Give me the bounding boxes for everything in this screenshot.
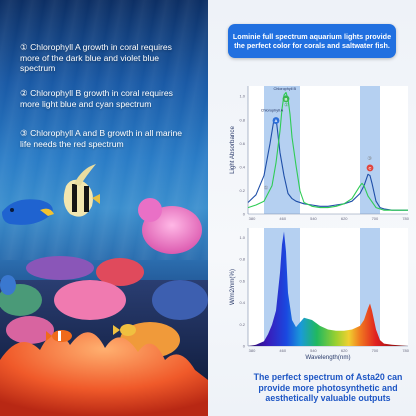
x-tick-label: 380: [249, 348, 256, 353]
bottom-text: The perfect spectrum of Asta20 can provi…: [253, 372, 403, 403]
pink-coral: [54, 280, 126, 320]
spectrum-area: [248, 231, 408, 346]
y-tick-label: 0.4: [239, 300, 245, 305]
y-axis-label: Light Absorbance: [229, 126, 236, 174]
x-tick-label: 540: [310, 348, 317, 353]
pink-coral: [138, 198, 162, 222]
y-tick-label: 0.6: [239, 278, 245, 283]
x-tick-label: 700: [372, 216, 379, 221]
x-tick-label: 780: [402, 348, 409, 353]
marker-a-text: A: [275, 118, 278, 123]
highlight-band: [360, 86, 380, 214]
annotation-label-chlorophyll-b: Chlorophyll B: [274, 87, 297, 91]
x-tick-label: 460: [279, 348, 286, 353]
x-tick-label: 620: [341, 216, 348, 221]
y-tick-label: 0: [243, 344, 246, 349]
marker-a: [272, 117, 280, 124]
marker-b: [282, 95, 290, 103]
y-tick-label: 0.8: [239, 257, 245, 262]
y-tick-label: 0.2: [239, 188, 245, 193]
y-tick-label: 1.0: [239, 235, 245, 240]
marker-c: [366, 164, 374, 172]
annotation-label-chlorophyll-a: Chlorophyll A: [261, 109, 284, 113]
caption-chlorophyll-a: ① Chlorophyll A growth in coral requires…: [20, 42, 172, 73]
x-tick-label: 700: [372, 348, 379, 353]
marker-b-text: B: [285, 96, 288, 101]
blue-coral: [152, 280, 208, 320]
red-coral: [96, 258, 144, 286]
spectrum-charts: 380 460 540 620 700 780 0 0.2 0.4 0.6 0.8 1.0 Light …: [229, 86, 410, 361]
x-tick-label: 540: [310, 216, 317, 221]
marker-c-number: ③: [367, 156, 372, 162]
pink-coral: [6, 316, 54, 344]
y-tick-label: 0: [243, 212, 246, 217]
purple-coral: [26, 256, 94, 280]
x-tick-label: 460: [279, 216, 286, 221]
series-line-chlorophyll-b: [247, 91, 408, 211]
spectrum-panel: Lominie full spectrum aquarium lights pr…: [208, 0, 416, 416]
caption-red-spectrum: ③ Chlorophyll A and B growth in all mari…: [20, 128, 182, 149]
y-tick-label: 0.6: [239, 141, 245, 146]
blue-tang-fish: [2, 199, 54, 225]
y-tick-label: 0.4: [239, 164, 245, 169]
highlight-band: [360, 228, 380, 346]
marker-1-number: ①: [264, 186, 269, 192]
orange-anemone: [0, 332, 208, 416]
marker-c-text: C: [369, 165, 372, 170]
blue-fish: [0, 275, 16, 295]
moorish-idol-fish: [63, 164, 100, 217]
x-tick-label: 380: [249, 216, 256, 221]
y-tick-label: 0.8: [239, 117, 245, 122]
clownfish: [46, 330, 72, 342]
yellow-fish: [113, 324, 136, 336]
x-tick-label: 780: [402, 216, 409, 221]
caption-chlorophyll-b: ② Chlorophyll B growth in coral requires…: [20, 88, 173, 109]
y-axis-label: W/m2/nm(%): [229, 269, 236, 305]
banner: Lominie full spectrum aquarium lights pr…: [228, 24, 396, 58]
y-tick-label: 1.0: [239, 94, 245, 99]
ocean-scene: ① Chlorophyll A growth in coral requires…: [0, 0, 208, 416]
x-tick-label: 620: [341, 348, 348, 353]
x-axis-label: Wavelength(nm): [305, 354, 350, 361]
marker-b-number: ②: [284, 102, 289, 108]
reef-illustration: [0, 164, 208, 416]
y-tick-label: 0.2: [239, 322, 245, 327]
